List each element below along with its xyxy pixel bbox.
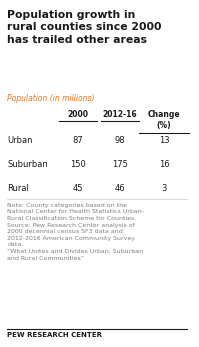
Text: 46: 46 (115, 184, 125, 193)
Text: 150: 150 (70, 160, 86, 169)
Text: 16: 16 (159, 160, 169, 169)
Text: 2012-16: 2012-16 (103, 110, 137, 119)
Text: (%): (%) (157, 121, 171, 130)
Text: 175: 175 (112, 160, 128, 169)
Text: Change: Change (148, 110, 180, 119)
Text: 87: 87 (73, 136, 83, 145)
Text: 2000: 2000 (67, 110, 88, 119)
Text: Population (in millions): Population (in millions) (7, 94, 95, 103)
Text: 45: 45 (73, 184, 83, 193)
Text: 3: 3 (161, 184, 167, 193)
Text: Note: County categories based on the
National Center for Health Statistics Urban: Note: County categories based on the Nat… (7, 203, 144, 261)
Text: Urban: Urban (7, 136, 33, 145)
Text: 98: 98 (115, 136, 125, 145)
Text: PEW RESEARCH CENTER: PEW RESEARCH CENTER (7, 332, 102, 338)
Text: Suburban: Suburban (7, 160, 48, 169)
Text: Population growth in
rural counties since 2000
has trailed other areas: Population growth in rural counties sinc… (7, 10, 162, 45)
Text: 13: 13 (159, 136, 169, 145)
Text: Rural: Rural (7, 184, 29, 193)
